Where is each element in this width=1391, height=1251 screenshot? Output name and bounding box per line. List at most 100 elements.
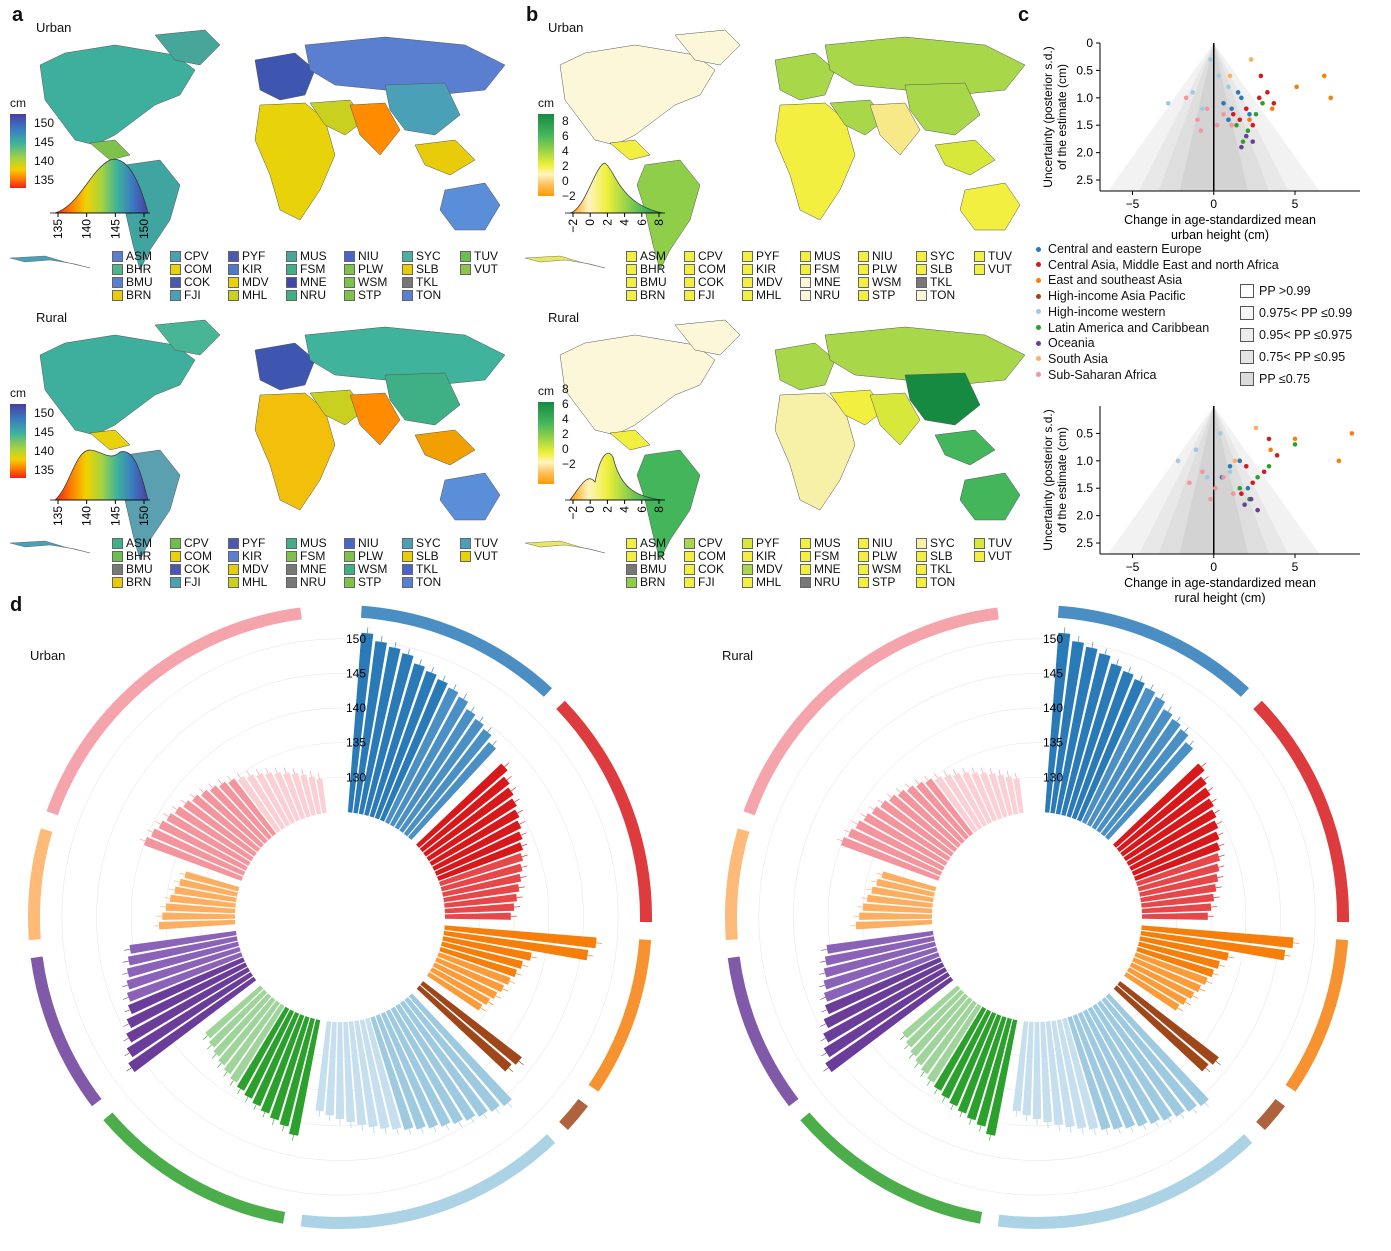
kde-tick: 8: [652, 219, 666, 226]
error-bar: [1212, 973, 1219, 976]
scatter-point: [1226, 84, 1231, 90]
map-region-europe: [774, 52, 836, 101]
error-bar: [1077, 635, 1080, 642]
panel-a-rural-map: [39, 319, 506, 561]
error-bar: [860, 813, 866, 817]
country-code: VUT: [988, 262, 1012, 276]
y-axis-label: of the estimate (cm): [1055, 427, 1069, 533]
x-tick-label: −5: [1126, 197, 1140, 211]
panel-a-rural-colorbar-tick: 150: [34, 406, 55, 420]
panel-c-urban-scatter: 0 0.5 1.0 1.5 2.0 2.5 −5 0 5 Uncertainty (posteri…: [1041, 36, 1360, 242]
region-legend-item: Sub-Saharan Africa: [1036, 368, 1156, 382]
error-bar: [470, 706, 475, 712]
country-swatch: [800, 251, 811, 262]
circular-bar: [1135, 853, 1221, 887]
scatter-point: [1261, 469, 1267, 475]
error-bar: [1091, 641, 1094, 648]
circular-bar: [126, 972, 253, 1058]
panel-b-rural-colorbar-tick: 8: [562, 382, 569, 396]
pp-legend-item: 0.975< PP ≤0.99: [1240, 306, 1352, 320]
circular-bar: [910, 993, 969, 1057]
circular-bar: [1045, 1021, 1064, 1126]
error-bar: [1284, 954, 1291, 957]
circular-bar: [404, 997, 500, 1112]
country-legend-item: MHL: [228, 576, 286, 589]
error-bar: [495, 995, 502, 999]
error-bar: [943, 770, 948, 777]
country-legend-item: TON: [402, 289, 460, 302]
country-swatch: [626, 577, 637, 588]
circular-bar: [823, 952, 940, 1002]
country-swatch: [684, 290, 695, 301]
error-bar: [421, 1127, 424, 1134]
country-swatch: [170, 290, 181, 301]
country-code: PYF: [242, 249, 266, 263]
scatter-point: [1229, 106, 1234, 112]
circular-bar: [315, 1021, 332, 1112]
error-bar: [861, 897, 868, 899]
country-legend-item: CPV: [684, 537, 742, 550]
country-code: KIR: [756, 262, 777, 276]
circular-bar: [907, 785, 965, 844]
y-tick-label: 2.0: [1076, 146, 1093, 160]
region-legend-item: Central and eastern Europe: [1036, 242, 1202, 256]
country-code: MNE: [814, 562, 841, 576]
circular-bar: [997, 774, 1013, 816]
panel-b-rural-colorbar: [538, 402, 554, 484]
region-ring-segment: [727, 956, 799, 1107]
circular-bar: [126, 952, 243, 1002]
error-bar: [492, 740, 497, 746]
circular-bar: [429, 967, 490, 1006]
country-swatch: [112, 577, 123, 588]
error-bar: [458, 1121, 462, 1128]
error-bar: [1081, 1128, 1084, 1135]
country-legend-item: BHR: [112, 550, 170, 563]
panel-b-urban-kde: −2 0 2 4 6 8: [565, 162, 666, 233]
country-legend-item: NIU: [344, 537, 402, 550]
error-bar: [262, 1111, 266, 1118]
scatter-point: [1227, 469, 1233, 475]
country-legend-item: NRU: [800, 576, 858, 589]
country-legend-item: MHL: [742, 289, 800, 302]
kde-curve: [569, 162, 664, 214]
circular-bar: [934, 776, 978, 833]
country-legend-item: MUS: [286, 537, 344, 550]
circular-bar: [165, 903, 236, 914]
panel-b-urban-colorbar-tick: 0: [562, 174, 569, 188]
scatter-point: [1243, 463, 1249, 469]
panel-c-letter: c: [1018, 4, 1030, 26]
pp-legend-item: 0.95< PP ≤0.975: [1240, 328, 1352, 342]
country-legend-item: TUV: [974, 250, 1032, 263]
country-swatch: [974, 538, 985, 549]
map-region-africa: [254, 102, 336, 221]
map-region-australia: [959, 472, 1021, 521]
error-bar: [283, 767, 287, 774]
panel-a-rural-title: Rural: [36, 310, 68, 325]
x-axis-label: Change in age-standardized mean: [1124, 213, 1316, 227]
radial-tick-label: 135: [346, 736, 366, 750]
kde-tick: 145: [108, 506, 122, 526]
country-code: CPV: [698, 536, 723, 550]
error-bar: [255, 769, 260, 775]
circular-bar: [1140, 884, 1217, 903]
country-code: TUV: [988, 249, 1012, 263]
error-bar: [1150, 684, 1154, 691]
circular-bar: [1086, 696, 1166, 827]
country-code: BMU: [126, 562, 153, 576]
country-code: MUS: [814, 249, 841, 263]
circular-bar: [394, 709, 476, 830]
map-region-africa: [254, 392, 336, 511]
country-legend-item: COM: [684, 550, 742, 563]
circular-bar: [824, 957, 942, 1015]
country-swatch: [286, 577, 297, 588]
error-bar: [823, 1067, 829, 1072]
country-legend-item: FJI: [684, 289, 742, 302]
error-bar: [1104, 648, 1107, 655]
country-code: STP: [358, 288, 382, 302]
map-region-greenland: [154, 319, 221, 356]
circular-bar: [218, 997, 276, 1066]
country-legend-item: [974, 276, 1032, 289]
pp-legend-item: PP ≤0.75: [1240, 372, 1310, 386]
error-bar: [1015, 772, 1017, 779]
country-swatch: [858, 564, 869, 575]
